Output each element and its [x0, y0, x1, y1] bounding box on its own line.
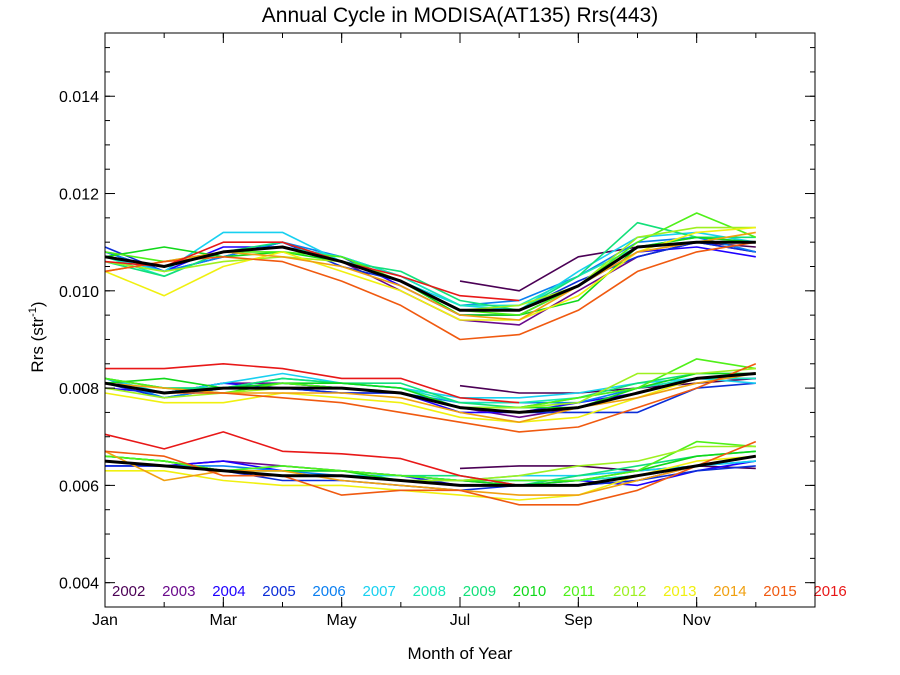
x-axis-label: Month of Year — [408, 644, 513, 663]
legend-entry-2015: 2015 — [763, 583, 796, 600]
series-line-2016-lower — [104, 431, 520, 487]
legend-entry-2002: 2002 — [112, 583, 145, 600]
x-tick-label: Nov — [682, 612, 710, 629]
y-tick-label: 0.004 — [59, 576, 99, 593]
series-line-2002-lower — [459, 465, 756, 472]
legend: 2002 2003 2004 2005 2006 2007 2008 2009 2010 2011… — [112, 583, 847, 600]
x-tick-label: Jul — [450, 612, 470, 629]
y-tick-label: 0.014 — [59, 89, 99, 106]
x-tick-label: May — [327, 612, 357, 629]
series-line-2016-upper — [104, 241, 520, 302]
y-axis-label-superscript: -1 — [27, 307, 39, 317]
series-line-mean-lower — [104, 454, 757, 487]
legend-entry-2003: 2003 — [162, 583, 195, 600]
legend-entry-2005: 2005 — [262, 583, 295, 600]
legend-entry-2014: 2014 — [713, 583, 746, 600]
series-line-2013-upper — [104, 226, 756, 321]
series-line-2010-middle — [104, 372, 756, 409]
legend-entry-2006: 2006 — [312, 583, 345, 600]
y-axis-label-main: Rrs (str — [28, 317, 47, 373]
x-tick-label: Sep — [564, 612, 593, 629]
y-tick-label: 0.008 — [59, 381, 99, 398]
x-axis-ticks: Jan Mar May Jul Sep Nov — [92, 33, 816, 629]
plot-frame — [104, 32, 816, 608]
y-axis-label: Rrs (str-1) — [27, 301, 47, 372]
legend-entry-2008: 2008 — [413, 583, 446, 600]
legend-entry-2012: 2012 — [613, 583, 646, 600]
plot-lines — [104, 212, 757, 506]
y-axis-ticks: 0.004 0.006 0.008 0.010 0.012 0.014 — [59, 47, 815, 608]
legend-entry-2004: 2004 — [212, 583, 245, 600]
series-line-2015-upper — [104, 241, 756, 341]
x-tick-label: Jan — [92, 612, 118, 629]
legend-entry-2007: 2007 — [363, 583, 396, 600]
y-tick-label: 0.006 — [59, 478, 99, 495]
legend-entry-2016: 2016 — [813, 583, 846, 600]
x-tick-label: Mar — [210, 612, 238, 629]
series-line-2015-lower — [104, 440, 757, 506]
series-line-2014-middle — [104, 372, 756, 423]
series-line-mean-middle — [104, 372, 756, 414]
legend-entry-2009: 2009 — [463, 583, 496, 600]
y-tick-label: 0.010 — [59, 284, 99, 301]
series-line-mean-upper — [104, 240, 756, 312]
legend-entry-2010: 2010 — [513, 583, 546, 600]
y-axis-label-suffix: ) — [28, 301, 47, 307]
chart-title: Annual Cycle in MODISA(AT135) Rrs(443) — [262, 4, 658, 27]
legend-entry-2013: 2013 — [663, 583, 696, 600]
y-tick-label: 0.012 — [59, 187, 99, 204]
legend-entry-2011: 2011 — [563, 583, 595, 600]
series-line-2015-middle — [104, 363, 757, 433]
series-line-2016-middle — [105, 363, 520, 404]
